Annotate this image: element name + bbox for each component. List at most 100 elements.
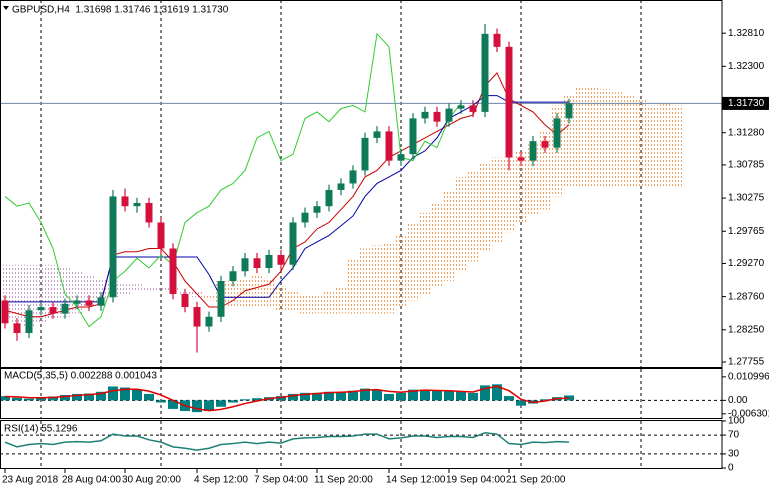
candle-body	[73, 300, 81, 304]
cloud-segment	[599, 89, 611, 187]
current-price-tag	[722, 96, 769, 110]
cloud-segment	[395, 235, 407, 308]
candle-body	[373, 131, 381, 138]
cloud-segment	[155, 287, 167, 291]
cloud-segment	[491, 157, 503, 242]
macd-bar	[372, 389, 382, 401]
y-tick-label: 1.29270	[728, 258, 765, 269]
rsi-frame	[0, 420, 723, 469]
cloud-segment	[659, 102, 671, 187]
macd-bar	[144, 393, 154, 401]
candle-body	[145, 202, 153, 223]
macd-bar	[420, 389, 430, 401]
cloud-segment	[479, 163, 491, 252]
candle-body	[37, 307, 45, 311]
y-tick-label: 1.30785	[728, 160, 765, 171]
cloud-segment	[575, 85, 587, 187]
y-tick-label: 1.27755	[728, 357, 765, 368]
candle-body	[241, 258, 249, 272]
macd-bar	[468, 392, 478, 401]
x-tick-label: 4 Sep 12:00	[194, 475, 248, 486]
y-tick-label: 100	[728, 416, 745, 427]
candle-body	[565, 103, 573, 119]
candle-body	[181, 294, 189, 308]
macd-bar	[48, 396, 58, 401]
main-frame	[0, 0, 723, 368]
cloud-segment	[0, 264, 11, 321]
macd-bar	[72, 393, 82, 401]
macd-bar	[504, 396, 514, 401]
rsi-header: RSI(14) 55.1296	[4, 424, 78, 435]
candle-body	[301, 212, 309, 223]
candle-body	[49, 307, 57, 314]
macd-bar	[168, 400, 178, 409]
macd-bar	[516, 400, 526, 406]
y-tick-label: 0	[728, 463, 734, 474]
cloud-segment	[503, 157, 515, 233]
cloud-segment	[623, 95, 635, 187]
candle-body	[1, 300, 9, 324]
macd-bar	[540, 399, 550, 401]
cloud-segment	[287, 290, 299, 311]
macd-bar	[252, 398, 262, 401]
macd-bar	[36, 397, 46, 401]
macd-bar	[60, 395, 70, 401]
cloud-segment	[539, 131, 551, 210]
cloud-segment	[203, 294, 215, 301]
main-panel	[0, 0, 722, 367]
candle-body	[109, 196, 117, 298]
macd-bar	[444, 390, 454, 401]
candle-body	[193, 307, 201, 327]
macd-bar	[456, 391, 466, 401]
macd-bar	[348, 390, 358, 401]
symbol-arrow	[3, 6, 9, 10]
candle-body	[169, 248, 177, 295]
cloud-segment	[299, 294, 311, 314]
candle-body	[97, 297, 105, 306]
cloud-segment	[467, 170, 479, 262]
candle-body	[121, 196, 129, 207]
cloud-segment	[671, 105, 683, 187]
cloud-segment	[431, 202, 443, 288]
macd-bar	[480, 385, 490, 401]
cloud-segment	[647, 105, 659, 187]
candle-body	[325, 189, 333, 207]
macd-bar	[432, 390, 442, 401]
candle-body	[289, 222, 297, 265]
macd-bar	[492, 384, 502, 401]
candle-body	[541, 141, 549, 148]
x-tick-label: 14 Sep 12:00	[386, 475, 446, 486]
candle-body	[349, 170, 357, 184]
cloud-segment	[359, 248, 371, 314]
macd-panel	[0, 369, 722, 418]
macd-bar	[384, 393, 394, 401]
candle-body	[337, 183, 345, 190]
y-tick-label: 70	[728, 430, 740, 441]
cloud-segment	[323, 290, 335, 314]
cloud-segment	[383, 241, 395, 314]
candle-body	[493, 33, 501, 47]
candle-body	[361, 137, 369, 171]
candle-body	[385, 131, 393, 161]
macd-frame	[0, 368, 723, 419]
macd-bar	[564, 395, 574, 401]
y-tick-label: 1.32300	[728, 61, 765, 72]
candle-body	[61, 303, 69, 314]
macd-bar	[408, 389, 418, 401]
candle-body	[205, 316, 213, 327]
cloud-segment	[527, 144, 539, 216]
candle-body	[529, 141, 537, 161]
cloud-segment	[239, 277, 251, 308]
x-tick-label: 11 Sep 20:00	[314, 475, 373, 486]
candle-body	[313, 206, 321, 213]
candle-body	[445, 108, 453, 122]
candle-body	[397, 154, 405, 161]
cloud-segment	[275, 287, 287, 311]
macd-bar	[324, 391, 334, 401]
macd-bar	[120, 387, 130, 401]
x-tick-label: 21 Sep 20:00	[506, 475, 566, 486]
cloud-segment	[563, 95, 575, 187]
macd-bar	[360, 388, 370, 401]
cloud-segment	[335, 287, 347, 314]
